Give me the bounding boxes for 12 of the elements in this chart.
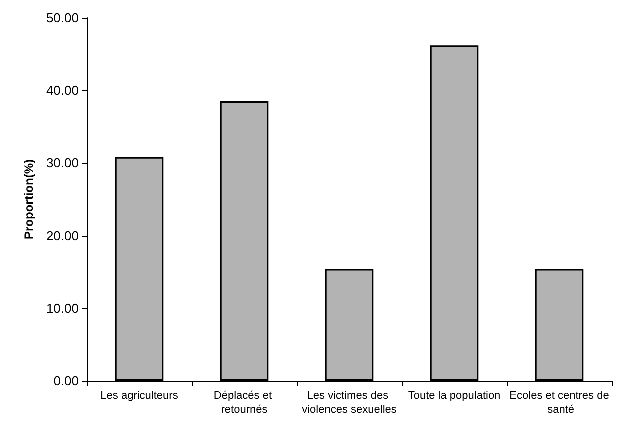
y-tick-label: 40.00	[46, 83, 79, 98]
y-tick-label: 30.00	[46, 156, 79, 171]
y-tick-label: 20.00	[46, 228, 79, 244]
x-tick-label: Ecoles et centres de santé	[510, 390, 610, 416]
x-tick-label: Toute la population	[408, 390, 501, 402]
y-tick-label: 10.00	[46, 300, 79, 316]
y-tick-label: 50.00	[46, 10, 79, 26]
x-tick-label: Les victimes des violences sexuelles	[302, 390, 398, 416]
y-tick-label: 0.00	[54, 374, 79, 388]
x-tick-label: Les agriculteurs	[100, 390, 179, 402]
y-axis-title: Proportion(%)	[22, 160, 36, 240]
x-tick-label: Déplacés et retournés	[214, 390, 276, 416]
